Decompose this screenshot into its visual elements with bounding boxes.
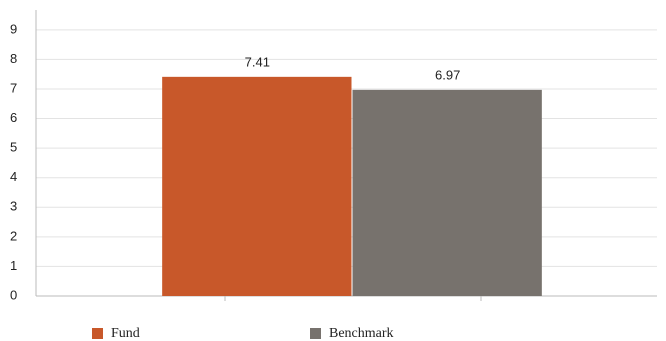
- y-tick-label: 0: [10, 287, 17, 302]
- bar: [162, 76, 352, 296]
- y-tick-label: 3: [10, 199, 17, 214]
- y-tick-label: 8: [10, 51, 17, 66]
- y-tick-label: 5: [10, 140, 17, 155]
- value-label: 7.41: [245, 54, 270, 69]
- y-tick-label: 9: [10, 21, 17, 36]
- legend-label: Benchmark: [329, 326, 394, 341]
- y-tick-label: 1: [10, 258, 17, 273]
- legend-label: Fund: [111, 326, 140, 341]
- legend-swatch: [310, 328, 321, 339]
- y-tick-label: 4: [10, 169, 17, 184]
- value-label: 6.97: [435, 67, 460, 82]
- y-tick-label: 2: [10, 228, 17, 243]
- bar: [352, 89, 542, 296]
- legend: Fund Benchmark: [92, 326, 394, 341]
- y-tick-label: 6: [10, 110, 17, 125]
- legend-swatch: [92, 328, 103, 339]
- y-tick-label: 7: [10, 80, 17, 95]
